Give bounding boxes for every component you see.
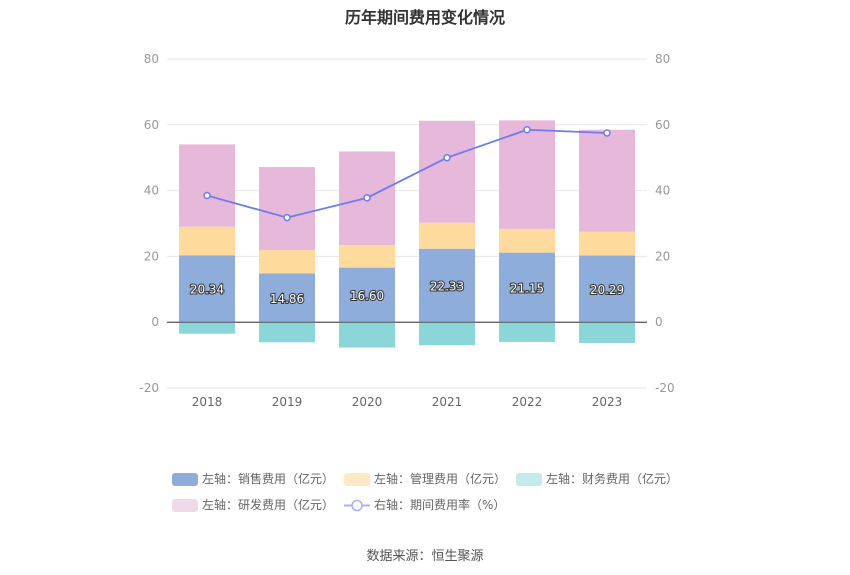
bar-rnd xyxy=(259,167,315,250)
x-axis-tick-label: 2023 xyxy=(592,395,623,409)
bar-value-label: 16.60 xyxy=(350,289,384,303)
legend-label-expense-rate: 右轴：期间费用率（%） xyxy=(374,498,506,512)
legend-swatch-finance xyxy=(516,473,542,486)
bar-admin xyxy=(419,222,475,249)
expense-rate-point xyxy=(283,213,291,222)
bar-rnd xyxy=(499,120,555,229)
bar-value-label: 20.34 xyxy=(190,283,224,297)
legend-line-icon xyxy=(344,499,370,512)
bar-value-label: 14.86 xyxy=(270,292,304,306)
left-axis-tick-label: 60 xyxy=(144,118,159,132)
right-axis-tick-label: -20 xyxy=(655,381,675,395)
left-axis-tick-label: 40 xyxy=(144,184,159,198)
bar-rnd xyxy=(579,129,635,232)
chart-title: 历年期间费用变化情况 xyxy=(344,8,505,27)
x-axis-tick-label: 2022 xyxy=(512,395,543,409)
x-axis-tick-label: 2020 xyxy=(352,395,383,409)
left-axis-tick-label: 0 xyxy=(151,315,159,329)
bar-admin xyxy=(499,228,555,253)
left-axis-tick-label: 80 xyxy=(144,52,159,66)
right-axis-tick-label: 40 xyxy=(655,184,670,198)
left-axis-tick-label: 20 xyxy=(144,249,159,263)
bar-value-label: 21.15 xyxy=(510,281,544,295)
bar-sales xyxy=(499,252,555,323)
expense-rate-point xyxy=(363,194,371,202)
left-axis-tick-label: -20 xyxy=(139,381,159,395)
right-axis-tick-label: 0 xyxy=(655,315,663,329)
bar-sales xyxy=(419,248,475,323)
legend-label-admin: 左轴：管理费用（亿元） xyxy=(374,472,507,486)
expense-rate-point xyxy=(603,129,611,137)
bar-finance xyxy=(499,322,555,342)
expense-rate-point xyxy=(203,191,211,200)
bar-admin xyxy=(579,231,635,256)
bar-finance xyxy=(259,322,315,343)
right-axis-tick-label: 80 xyxy=(655,52,670,66)
bar-admin xyxy=(179,226,235,256)
bar-sales xyxy=(259,273,315,323)
bar-finance xyxy=(179,322,235,334)
bar-finance xyxy=(419,322,475,346)
x-axis-tick-label: 2019 xyxy=(272,395,303,409)
bar-value-label: 20.29 xyxy=(590,283,624,297)
expense-rate-point xyxy=(443,153,451,162)
data-source: 数据来源：恒生聚源 xyxy=(366,549,484,564)
bar-sales xyxy=(339,267,395,323)
legend-swatch-rnd xyxy=(172,499,198,512)
legend-swatch-admin xyxy=(344,473,370,486)
legend-label-rnd: 左轴：研发费用（亿元） xyxy=(202,498,335,512)
x-axis-tick-label: 2018 xyxy=(192,395,223,409)
right-axis-tick-label: 20 xyxy=(655,249,670,263)
expense-rate-line xyxy=(206,128,608,219)
bar-finance xyxy=(339,322,395,348)
bar-rnd xyxy=(179,144,235,227)
expense-rate-point xyxy=(523,125,531,134)
bar-rnd xyxy=(419,120,475,223)
right-axis-tick-label: 60 xyxy=(655,118,670,132)
legend-swatch-sales xyxy=(172,473,198,486)
bar-sales xyxy=(579,255,635,323)
bar-finance xyxy=(579,322,635,343)
legend-label-finance: 左轴：财务费用（亿元） xyxy=(546,472,679,486)
bar-admin xyxy=(259,249,315,274)
bar-admin xyxy=(339,245,395,268)
legend-label-sales: 左轴：销售费用（亿元） xyxy=(202,472,335,486)
bar-sales xyxy=(179,255,235,323)
x-axis-tick-label: 2021 xyxy=(432,395,463,409)
bar-value-label: 22.33 xyxy=(430,279,464,293)
